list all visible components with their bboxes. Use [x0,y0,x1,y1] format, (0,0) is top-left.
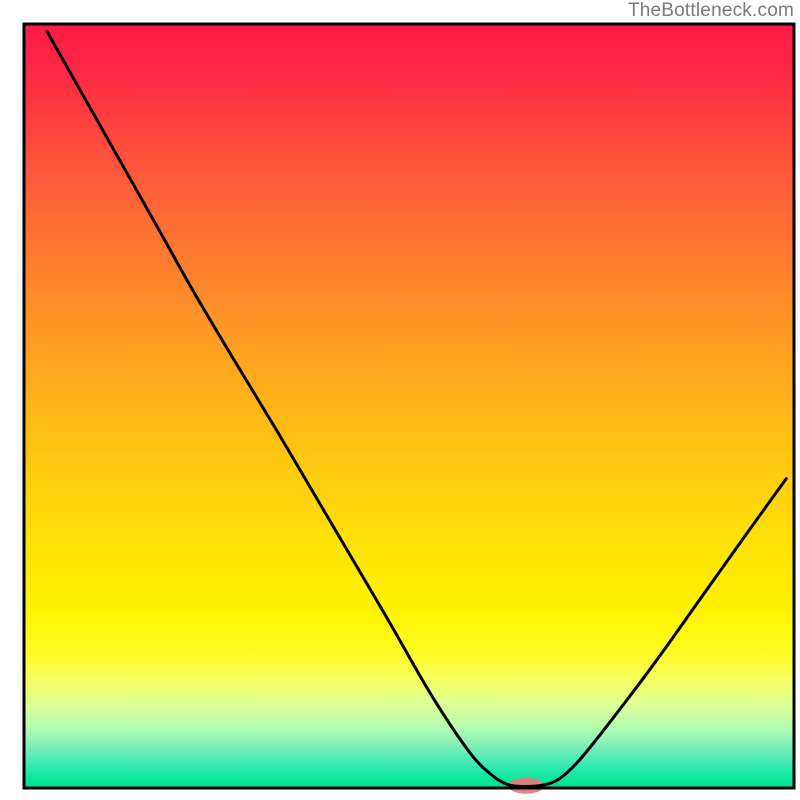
bottleneck-chart [0,0,800,800]
chart-container: TheBottleneck.com [0,0,800,800]
watermark-text: TheBottleneck.com [628,0,794,22]
chart-background [24,24,794,788]
